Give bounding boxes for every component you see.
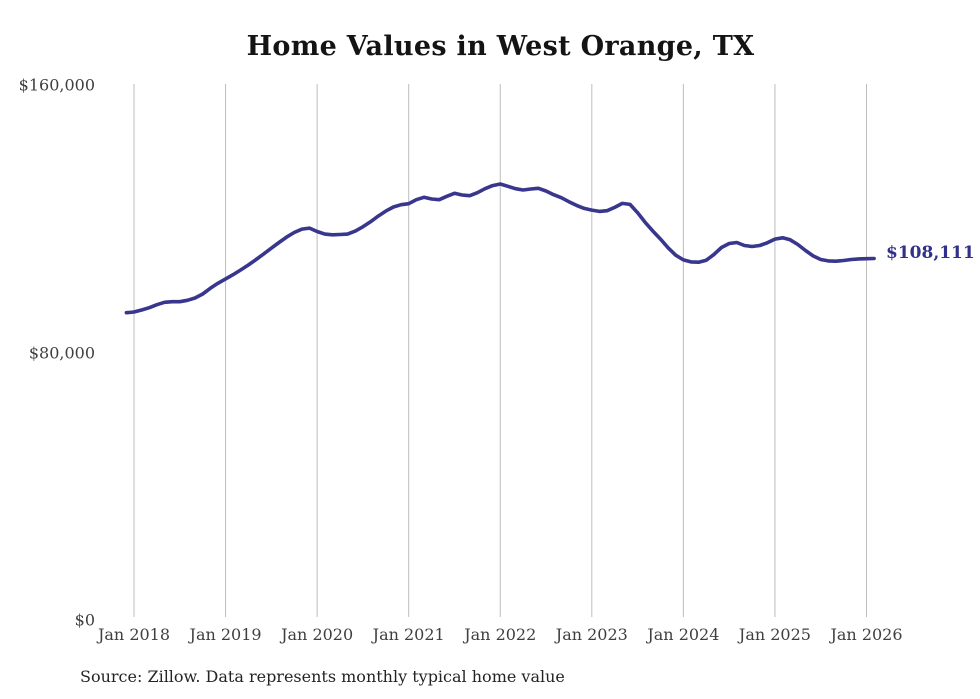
- y-tick-label: $160,000: [18, 75, 95, 95]
- x-tick-label: Jan 2021: [372, 625, 445, 644]
- x-tick-label: Jan 2022: [464, 625, 537, 644]
- chart-title: Home Values in West Orange, TX: [246, 31, 755, 62]
- latest-value-label: $108,111: [886, 243, 975, 263]
- x-tick-label: Jan 2026: [830, 625, 903, 644]
- source-note: Source: Zillow. Data represents monthly …: [80, 667, 565, 686]
- x-tick-label: Jan 2023: [555, 625, 628, 644]
- y-tick-label: $0: [74, 610, 95, 630]
- x-tick-label: Jan 2024: [647, 625, 720, 644]
- x-tick-label: Jan 2018: [97, 625, 171, 644]
- x-tick-label: Jan 2020: [281, 625, 354, 644]
- home-value-line: [124, 182, 876, 315]
- x-tick-label: Jan 2025: [738, 625, 811, 644]
- y-tick-label: $80,000: [28, 343, 95, 362]
- x-tick-label: Jan 2019: [189, 625, 262, 644]
